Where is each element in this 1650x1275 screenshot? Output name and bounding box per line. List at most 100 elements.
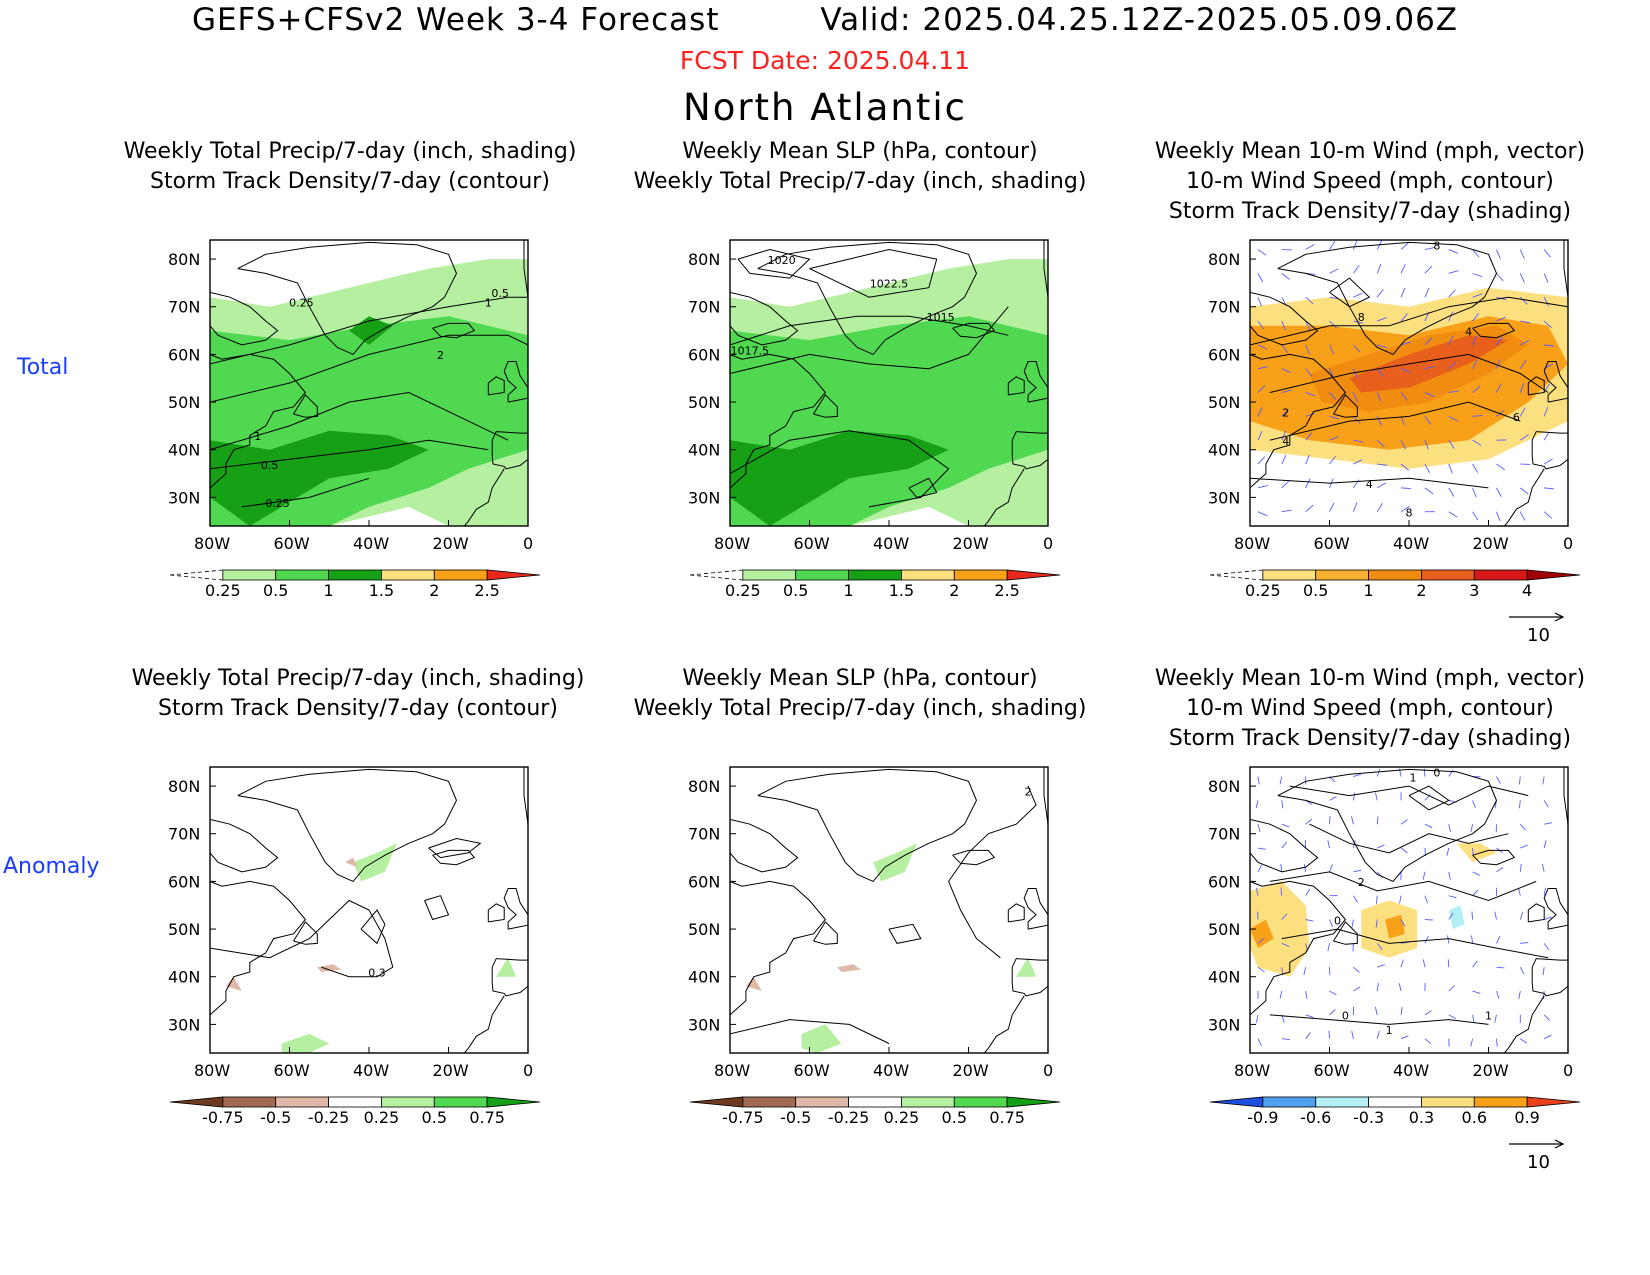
contour-line [360,909,386,945]
map-precip-storm-anomaly: 0.3 80N 70N 60N 50N 40N 30N 80W 60W 40W 20W 0 [168,766,533,1080]
panel-title-wind-anom: Weekly Mean 10-m Wind (mph, vector) 10-m… [1110,664,1630,754]
wind-vector [1543,406,1549,417]
lat-label: 80N [1208,250,1240,269]
colorbar-segment [795,1096,849,1108]
wind-vector [1377,844,1385,849]
wind-vector [1305,919,1314,922]
wind-vector [1329,240,1336,250]
wind-vector [1257,1038,1262,1047]
wind-vector [1352,264,1360,274]
wind-vector [1520,434,1529,441]
panel-title-line: 10-m Wind Speed (mph, contour) [1186,169,1554,194]
lat-label: 70N [168,825,200,844]
wind-vector [1305,888,1311,896]
wind-vector [1400,1006,1403,1015]
coastline [491,431,528,470]
lon-label: 80W [194,534,230,553]
wind-vector [1257,297,1263,307]
colorbar-label: 0.25 [1245,581,1281,600]
wind-vector [1256,887,1259,896]
colorbar-label: 0.6 [1462,1108,1487,1127]
contour-line [1250,477,1489,489]
lat-label: 30N [168,1015,200,1034]
wind-vector [1377,964,1385,968]
wind-vector [1281,509,1292,513]
panel-title-line: Weekly Total Precip/7-day (inch, shading… [123,139,577,164]
wind-vector [1496,866,1504,873]
colorbar-precip-anomaly: -0.75 -0.5 -0.25 0.25 0.5 0.75 [169,1096,541,1127]
coastline [491,958,528,997]
map-slp-precip-total: 1020 1022.5 1015 1017.5 80N 70N 60N 50N 40N 30N 80… [688,239,1053,553]
wind-vector [1543,943,1550,951]
colorbar-label: -0.9 [1247,1108,1278,1127]
colorbar-label: 0.9 [1514,1108,1539,1127]
lat-label: 80N [688,250,720,269]
wind-vector [1305,320,1311,331]
wind-vector [1400,959,1404,968]
contour-label: 1 [1409,771,1416,784]
wind-vector [1376,392,1382,402]
coastline [1250,353,1347,489]
wind-vector [1376,943,1383,950]
colorbar-segment [169,1096,224,1108]
wind-vector [1424,365,1435,370]
lon-label: 0 [1563,1061,1573,1080]
wind-vector [1328,1030,1330,1039]
shading-region [873,843,917,882]
colorbar-segment [1209,1096,1264,1108]
wind-vector [1377,344,1387,349]
wind-vector [1422,871,1426,880]
wind-vector [1400,264,1406,274]
wind-vector [1543,511,1552,519]
wind-vector [1327,840,1330,849]
wind-vector [1494,911,1497,920]
row-label-total: Total [17,355,69,380]
lon-label: 20W [1473,534,1509,553]
wind-vector [1353,416,1361,424]
wind-vector [1496,249,1501,259]
colorbar-segment [486,569,541,581]
wind-vector [1257,847,1266,850]
contour-label: 1 [1485,1010,1492,1023]
panel-title-line: 10-m Wind Speed (mph, contour) [1186,696,1554,721]
wind-vector [1353,773,1362,777]
wind-vector [1400,313,1408,322]
lon-label: 20W [953,534,989,553]
wind-vector [1543,273,1549,283]
contour-line [210,899,394,978]
colorbar-segment [275,1096,329,1108]
wind-vector [1496,936,1501,944]
wind-vector [1448,511,1458,518]
wind-vector [1543,840,1547,849]
colorbar-segment [1526,569,1581,581]
contour-label: 8 [1406,506,1413,519]
wind-vector [1448,311,1454,322]
panel-title-slp-total: Weekly Mean SLP (hPa, contour) Weekly To… [590,137,1130,197]
wind-vector [1519,863,1522,872]
wind-vector [1281,841,1288,849]
wind-vector [1329,990,1337,996]
coastline [210,818,279,873]
panel-title-slp-anom: Weekly Mean SLP (hPa, contour) Weekly To… [590,664,1130,724]
wind-vector [1257,385,1266,393]
wind-vector [1519,911,1524,920]
wind-vector [1376,439,1385,448]
contour-label: 2 [1282,406,1289,419]
wind-vector [1281,454,1287,465]
lon-label: 0 [1043,534,1053,553]
colorbar-label: 1.5 [889,581,914,600]
colorbar-segment [433,1096,488,1108]
wind-vector [1424,463,1431,474]
coastline [293,394,318,418]
contour-line [948,785,1037,959]
wind-vector [1519,407,1526,417]
panel-title-line: Weekly Mean SLP (hPa, contour) [682,666,1038,691]
contour-label: 0.5 [261,459,279,472]
wind-vector [1329,455,1336,465]
lon-label: 0 [523,1061,533,1080]
colorbar-segment [328,1096,382,1108]
wind-vector [1447,959,1450,968]
panel-title-line: Storm Track Density/7-day (shading) [1168,199,1572,224]
wind-vector [1305,368,1313,377]
colorbar-label: 2 [1416,581,1426,600]
